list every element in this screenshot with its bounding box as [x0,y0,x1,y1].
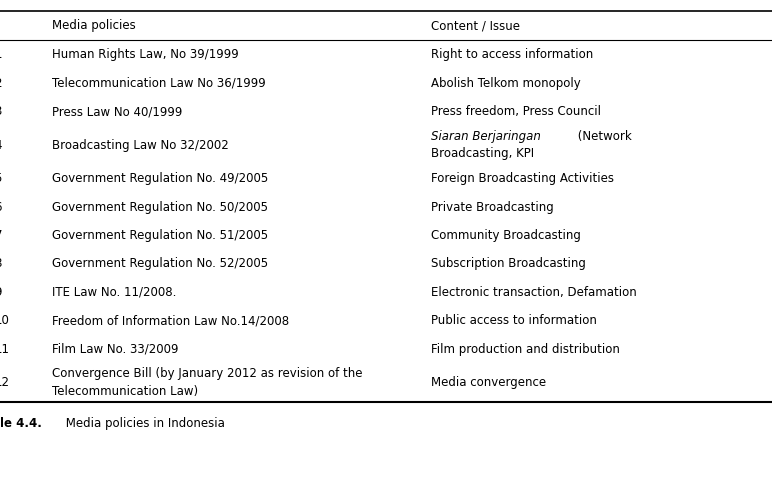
Text: Media policies in Indonesia: Media policies in Indonesia [62,417,225,430]
Text: Foreign Broadcasting Activities: Foreign Broadcasting Activities [431,172,614,185]
Text: Right to access information: Right to access information [431,48,593,61]
Text: Government Regulation No. 50/2005: Government Regulation No. 50/2005 [52,201,269,214]
Text: Press freedom, Press Council: Press freedom, Press Council [431,105,601,118]
Text: 7: 7 [0,229,2,242]
Text: Broadcasting Law No 32/2002: Broadcasting Law No 32/2002 [52,139,229,151]
Text: 11: 11 [0,343,9,356]
Text: Freedom of Information Law No.14/2008: Freedom of Information Law No.14/2008 [52,314,290,327]
Text: Subscription Broadcasting: Subscription Broadcasting [431,257,586,270]
Text: Film Law No. 33/2009: Film Law No. 33/2009 [52,343,179,356]
Text: Broadcasting, KPI: Broadcasting, KPI [431,147,534,161]
Text: Public access to information: Public access to information [431,314,597,327]
Text: Siaran Berjaringan: Siaran Berjaringan [431,130,540,143]
Text: Abolish Telkom monopoly: Abolish Telkom monopoly [431,77,581,90]
Text: Government Regulation No. 52/2005: Government Regulation No. 52/2005 [52,257,269,270]
Text: Government Regulation No. 49/2005: Government Regulation No. 49/2005 [52,172,269,185]
Text: 10: 10 [0,314,9,327]
Text: Table 4.4.: Table 4.4. [0,417,42,430]
Text: Content / Issue: Content / Issue [431,19,520,32]
Text: Media policies: Media policies [52,19,136,32]
Text: Electronic transaction, Defamation: Electronic transaction, Defamation [431,286,637,299]
Text: 6: 6 [0,201,2,214]
Text: Telecommunication Law): Telecommunication Law) [52,385,198,398]
Text: Community Broadcasting: Community Broadcasting [431,229,581,242]
Text: Telecommunication Law No 36/1999: Telecommunication Law No 36/1999 [52,77,266,90]
Text: Convergence Bill (by January 2012 as revision of the: Convergence Bill (by January 2012 as rev… [52,367,363,380]
Text: Private Broadcasting: Private Broadcasting [431,201,554,214]
Text: 8: 8 [0,257,2,270]
Text: (Network: (Network [574,130,631,143]
Text: Media convergence: Media convergence [431,376,546,389]
Text: Press Law No 40/1999: Press Law No 40/1999 [52,105,183,118]
Text: Human Rights Law, No 39/1999: Human Rights Law, No 39/1999 [52,48,239,61]
Text: 1: 1 [0,48,2,61]
Text: 5: 5 [0,172,2,185]
Text: Government Regulation No. 51/2005: Government Regulation No. 51/2005 [52,229,269,242]
Text: ITE Law No. 11/2008.: ITE Law No. 11/2008. [52,286,177,299]
Text: 4: 4 [0,139,2,151]
Text: 12: 12 [0,376,9,389]
Text: 9: 9 [0,286,2,299]
Text: 3: 3 [0,105,2,118]
Text: 2: 2 [0,77,2,90]
Text: Film production and distribution: Film production and distribution [431,343,620,356]
